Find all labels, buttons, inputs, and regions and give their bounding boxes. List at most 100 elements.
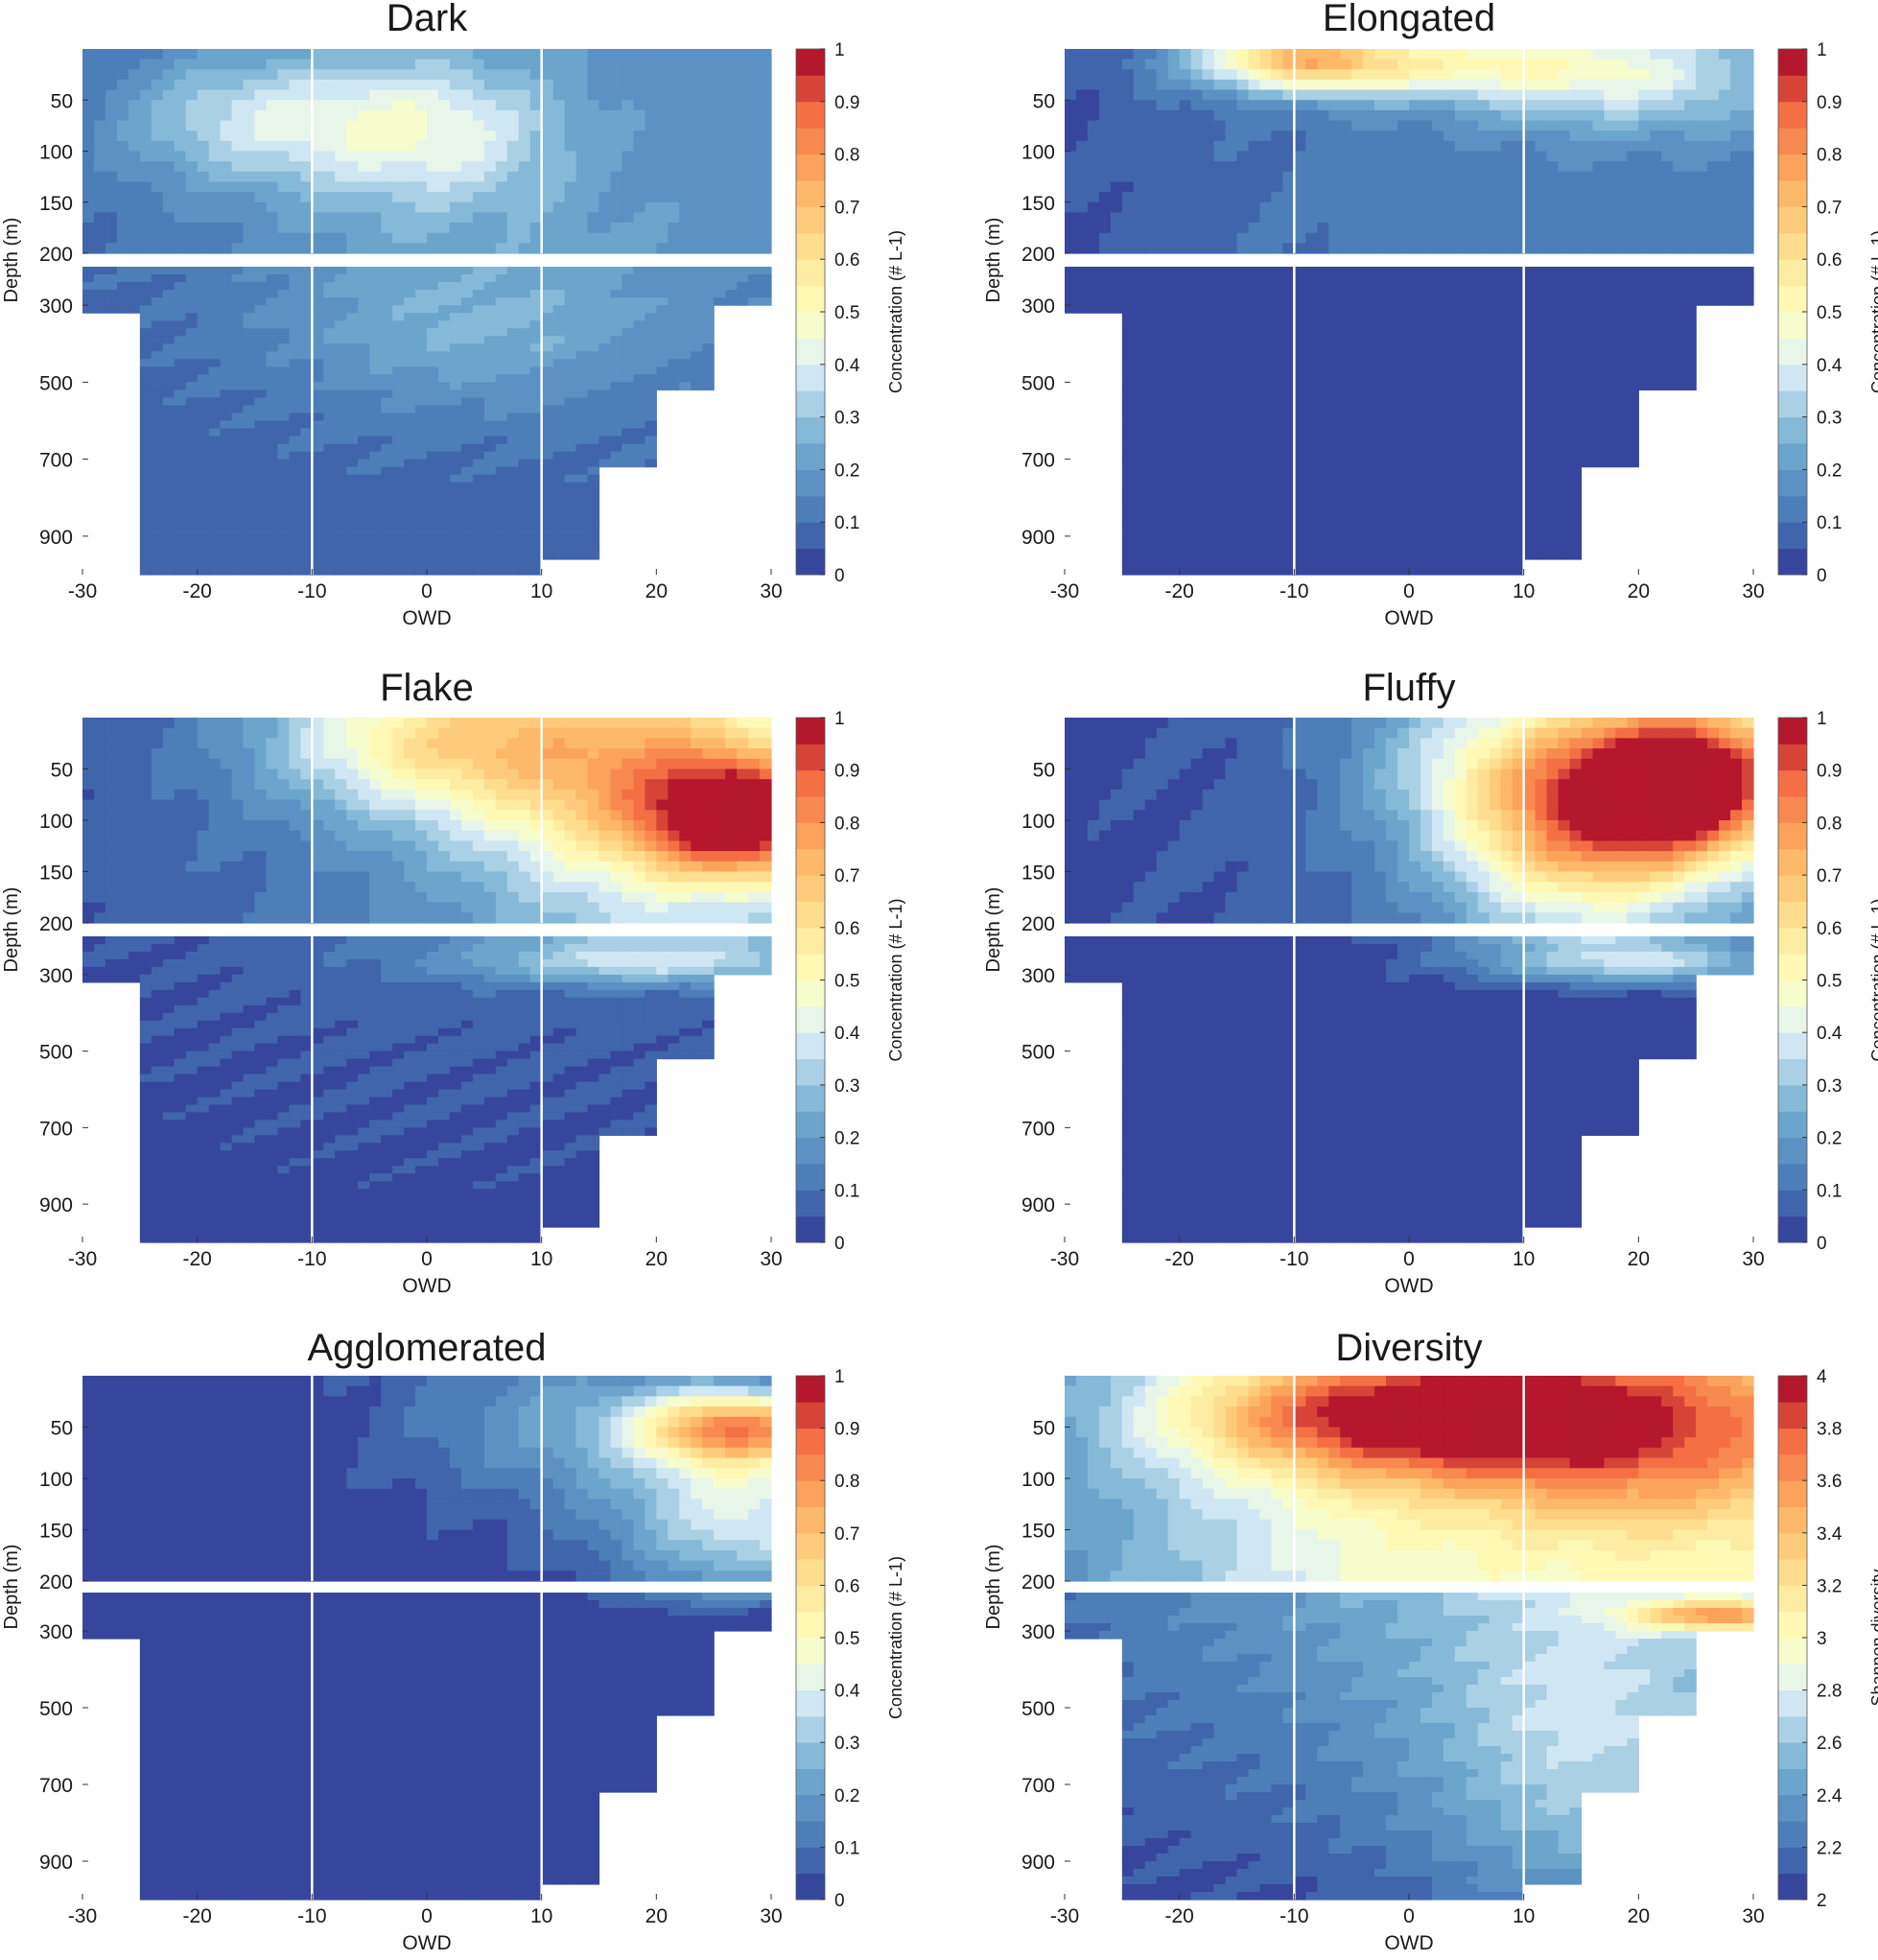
heat-cell [139,512,153,522]
heat-cell [82,130,95,142]
heat-cell [1558,232,1571,244]
heat-cell [346,201,359,213]
heat-cell [1271,130,1283,142]
heat-cell [300,59,313,70]
heat-cell [1581,140,1594,153]
heat-cell [702,201,715,213]
heat-cell [506,551,520,560]
heat-cell [1340,223,1352,234]
heat-cell [449,420,462,430]
heat-cell [1673,120,1685,131]
heat-cell [254,474,268,484]
heat-cell [323,192,336,203]
heat-cell [174,428,187,437]
heat-cell [552,336,566,344]
heat-cell [1190,274,1204,283]
heat-cell [599,459,612,468]
heat-cell [312,290,324,298]
heat-cell [404,359,416,367]
heat-cell [381,566,393,576]
heat-cell [714,109,726,122]
heat-cell [645,161,657,173]
heat-cell [564,243,577,254]
heat-cell [254,482,268,491]
heat-cell [1190,49,1204,60]
heat-cell [415,109,428,122]
heat-cell [404,69,416,81]
heat-cell [381,351,393,360]
heat-cell [1167,320,1181,329]
heat-cell [392,374,405,383]
heat-cell [1615,201,1628,213]
heat-cell [529,390,543,399]
heat-cell [1225,382,1238,390]
heat-cell [139,459,153,468]
heat-cell [518,551,531,560]
heat-cell [1271,171,1283,183]
heat-cell [82,267,95,275]
heat-cell [82,243,95,254]
heat-cell [460,528,474,537]
heat-cell [427,267,439,275]
heat-cell [622,130,634,142]
heat-cell [128,192,141,203]
heat-cell [1294,161,1306,173]
heat-cell [289,390,301,399]
heat-cell [506,566,520,576]
heat-cell [1110,274,1123,283]
heat-cell [599,267,612,275]
heat-cell [1213,489,1227,499]
heat-cell [449,451,462,460]
heat-cell [552,267,566,275]
heat-cell [449,267,462,275]
heat-cell [1259,100,1272,111]
heat-cell [552,405,566,414]
heat-cell [266,359,279,367]
heat-cell [1110,201,1123,213]
heat-cell [610,140,623,153]
heat-cell [1431,181,1444,193]
heat-cell [1098,69,1112,81]
heat-cell [1236,100,1250,111]
heat-cell [1363,79,1375,91]
heat-cell [1144,413,1158,422]
heat-cell [460,267,474,275]
heat-cell [1213,551,1227,560]
heat-cell [151,69,164,81]
heat-cell [208,566,222,576]
heat-cell [437,336,451,344]
heat-cell [427,528,439,537]
heat-cell [312,232,324,244]
heat-cell [1259,212,1272,224]
heat-cell [1121,109,1135,122]
heat-cell [529,223,543,234]
heat-cell [392,443,405,453]
heat-cell [1259,49,1272,60]
heat-cell [472,274,485,283]
heat-cell [529,543,543,553]
heat-cell [1236,49,1250,60]
heat-cell [1225,161,1238,173]
heat-cell [645,382,657,390]
heat-cell [1696,69,1708,81]
heat-cell [1121,451,1135,460]
heat-cell [1615,130,1628,142]
heat-cell [220,497,233,507]
heat-cell [449,161,462,173]
heat-cell [1190,420,1204,430]
heat-cell [552,201,566,213]
heat-cell [300,436,313,445]
heat-cell [1627,243,1639,254]
heat-cell [300,351,313,360]
heat-cell [1236,192,1250,203]
heat-cell [1305,192,1318,203]
heat-cell [1386,140,1398,153]
heat-cell [1259,420,1272,430]
heat-cell [702,267,715,275]
heat-cell [714,223,726,234]
heat-cell [449,49,462,60]
heat-cell [495,69,508,81]
heat-cell [518,351,531,360]
heat-cell [1638,130,1651,142]
heat-cell [1259,192,1272,203]
